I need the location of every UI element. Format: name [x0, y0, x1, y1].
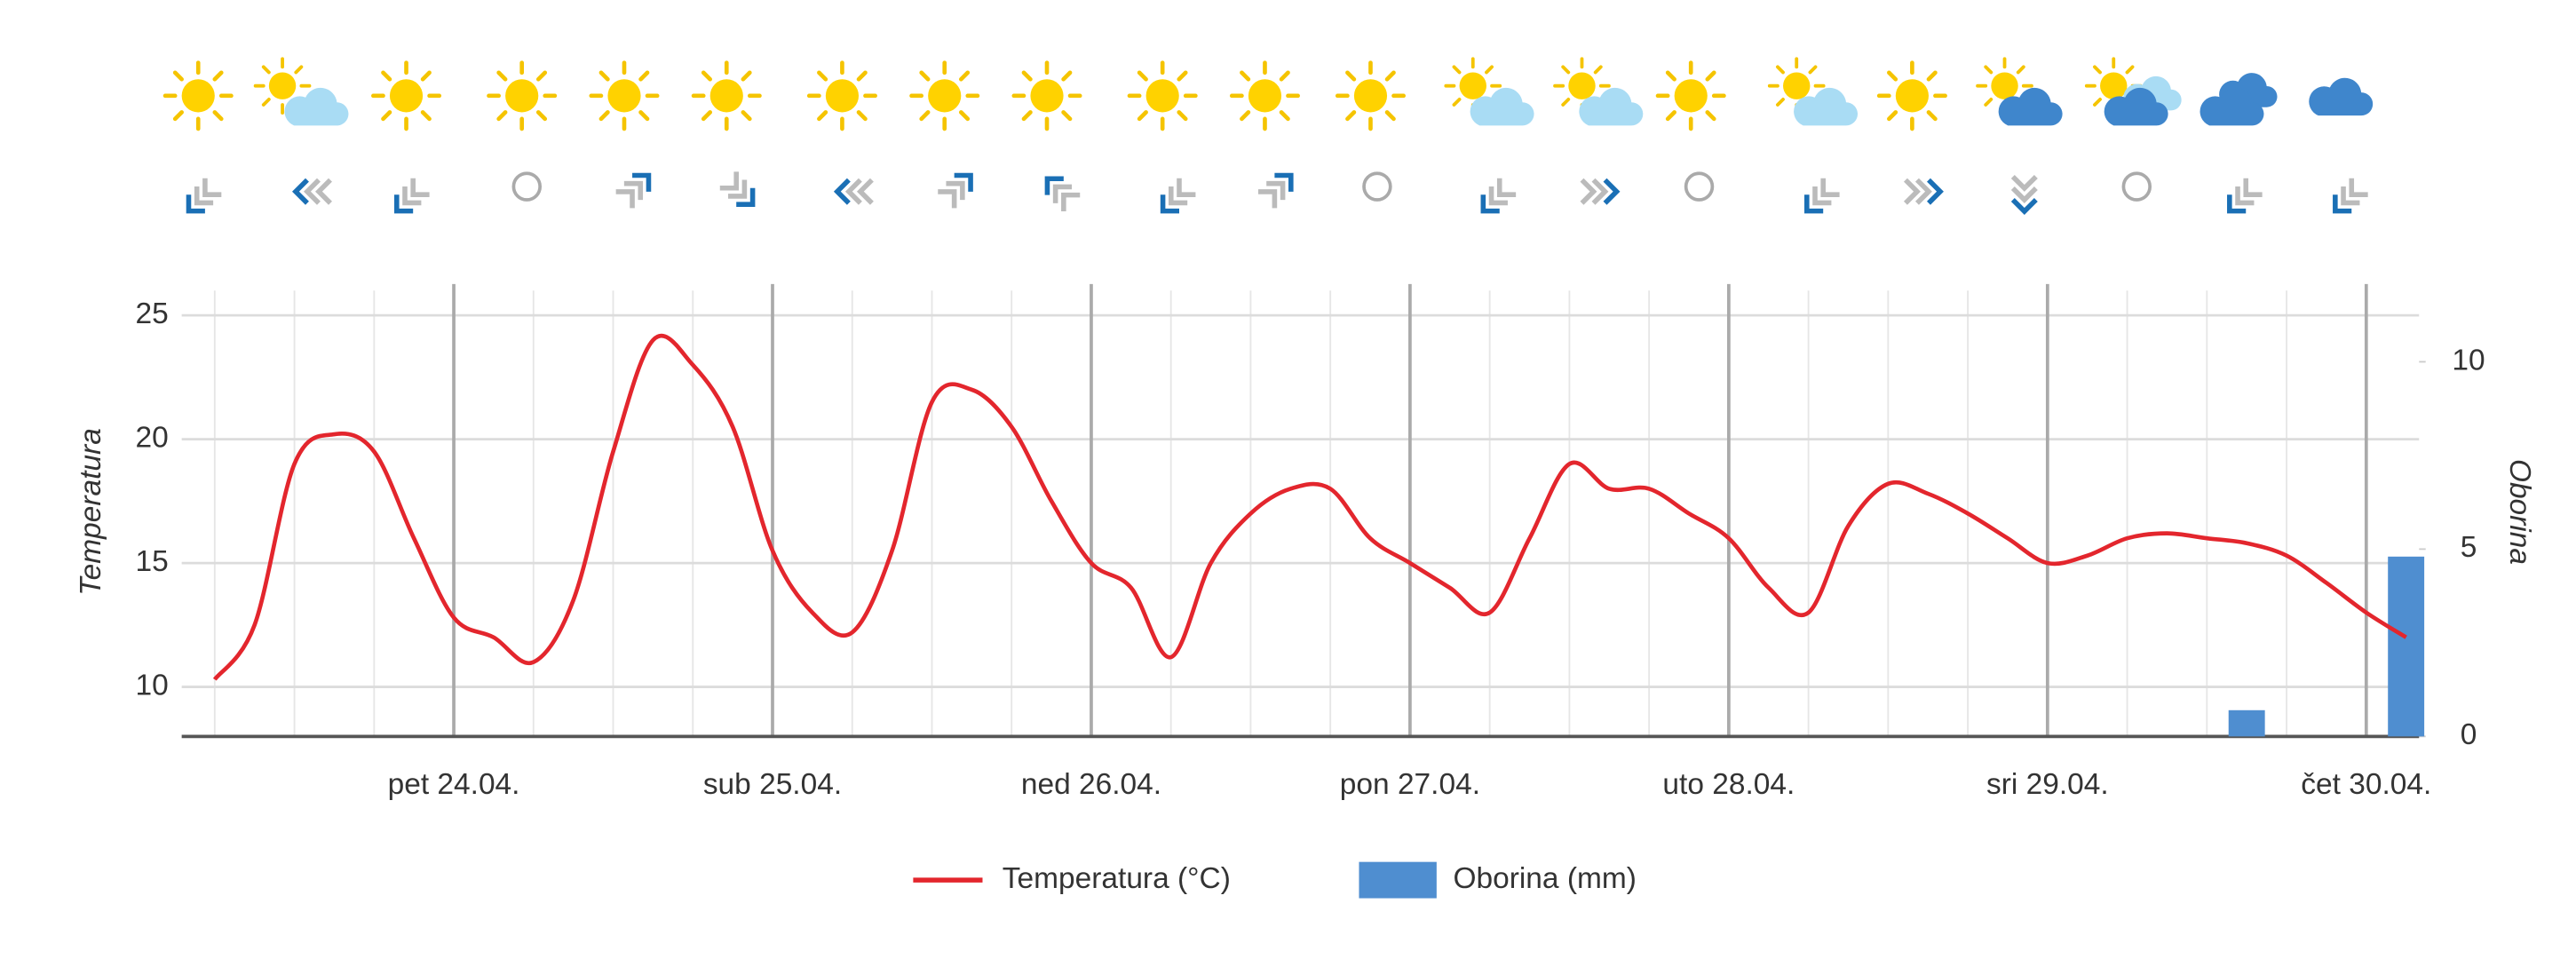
icon-sun — [165, 63, 231, 129]
wind-calm — [2121, 171, 2152, 202]
x-tick-label: pon 27.04. — [1340, 768, 1480, 801]
x-tick-label: sub 25.04. — [703, 768, 842, 801]
wind-arrow — [1581, 180, 1616, 203]
y2-axis-title: Oborina — [2503, 459, 2536, 565]
icon-cloud — [284, 87, 349, 126]
bar — [2388, 556, 2425, 737]
y-tick-label: 25 — [136, 297, 169, 330]
wind-arrow — [2327, 178, 2368, 219]
icon-sun — [1337, 63, 1403, 129]
icon-sun — [912, 63, 978, 129]
x-tick-label: uto 28.04. — [1662, 768, 1795, 801]
icon-sun — [1014, 63, 1080, 129]
wind-calm — [511, 171, 543, 202]
y-tick-label: 20 — [136, 421, 169, 454]
wind-arrow — [296, 180, 330, 203]
wind-arrow — [938, 167, 979, 208]
bar — [2228, 709, 2265, 737]
wind-arrow — [1475, 178, 1516, 219]
y2-tick-label: 0 — [2461, 718, 2477, 751]
wind-arrow — [1258, 167, 1299, 208]
x-tick-label: čet 30.04. — [2301, 768, 2431, 801]
wind-arrow — [1799, 178, 1840, 219]
wind-arrow — [2222, 178, 2263, 219]
legend-label: Temperatura (°C) — [1003, 862, 1231, 895]
wind-arrow — [1154, 178, 1195, 219]
weather-icons — [165, 57, 2374, 129]
icon-sun — [373, 63, 439, 129]
y-tick-label: 15 — [136, 545, 169, 578]
y-axis-title: Temperatura — [75, 428, 107, 596]
icon-sun — [489, 63, 555, 129]
icon-sun — [1232, 63, 1297, 129]
wind-arrow — [837, 180, 872, 203]
y2-tick-label: 5 — [2461, 531, 2477, 564]
wind-arrow — [720, 171, 761, 212]
icon-cloud — [2309, 77, 2374, 116]
plot-area — [181, 283, 2426, 739]
icon-sun — [1129, 63, 1195, 129]
legend-label: Oborina (mm) — [1453, 862, 1636, 895]
wind-arrow — [389, 178, 430, 219]
legend-swatch — [1359, 861, 1437, 899]
y-tick-label: 10 — [136, 669, 169, 701]
wind-arrow — [2013, 177, 2036, 211]
icon-sun — [809, 63, 875, 129]
icon-sun — [694, 63, 759, 129]
icon-sun — [1658, 63, 1724, 129]
wind-arrow — [1039, 170, 1080, 211]
y2-tick-label: 10 — [2452, 344, 2485, 376]
line — [212, 333, 2407, 681]
wind-icons — [180, 167, 2367, 218]
x-tick-label: ned 26.04. — [1021, 768, 1161, 801]
x-tick-label: sri 29.04. — [1986, 768, 2109, 801]
wind-arrow — [616, 167, 657, 208]
wind-arrow — [1906, 180, 1940, 203]
icon-sun — [591, 63, 657, 129]
icon-sun — [1879, 63, 1945, 129]
x-tick-label: pet 24.04. — [388, 768, 520, 801]
wind-arrow — [180, 178, 221, 219]
wind-calm — [1362, 171, 1392, 202]
wind-calm — [1684, 171, 1715, 202]
